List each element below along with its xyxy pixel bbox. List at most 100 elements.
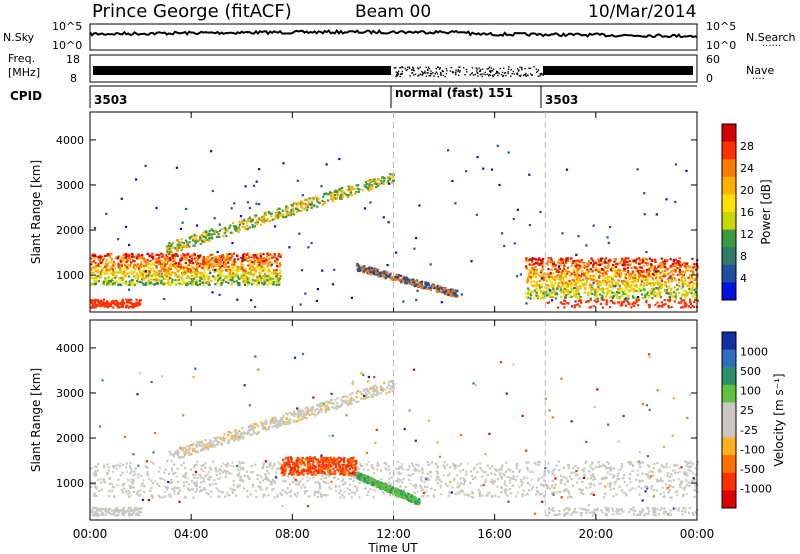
power-cell: [206, 261, 209, 264]
freq-dot: [521, 67, 523, 69]
power-cell: [131, 272, 134, 275]
velocity-cell: [129, 462, 132, 465]
power-cell: [94, 261, 97, 264]
power-cell: [223, 276, 227, 280]
velocity-cell: [576, 467, 579, 470]
power-cell: [106, 304, 109, 307]
velocity-cell: [430, 471, 433, 474]
freq-dot: [418, 74, 420, 76]
power-cell: [316, 200, 319, 203]
power-cell: [245, 272, 248, 275]
power-cell: [97, 280, 100, 283]
power-cell: [653, 269, 656, 272]
power-cell: [119, 264, 122, 267]
power-cell: [593, 262, 596, 265]
power-cell: [278, 214, 281, 217]
velocity-cell: [482, 471, 485, 474]
power-cell: [680, 276, 683, 280]
velocity-cell: [493, 480, 497, 483]
freq-dot: [395, 67, 397, 69]
velocity-cell: [609, 469, 612, 472]
power-cell: [542, 279, 545, 282]
velocity-cell: [293, 493, 296, 496]
power-cell: [453, 292, 457, 295]
power-cell: [246, 252, 249, 255]
power-cell: [229, 224, 232, 227]
power-cell: [333, 194, 336, 197]
power-cell: [192, 244, 195, 247]
power-cell: [178, 282, 182, 285]
power-cell: [249, 259, 253, 262]
power-cell: [269, 277, 272, 280]
power-cell: [454, 202, 457, 205]
power-cell: [150, 274, 153, 278]
power-cell: [551, 265, 554, 268]
freq-dot: [405, 69, 407, 71]
power-cell: [370, 178, 373, 182]
power-cell: [124, 262, 127, 265]
power-cell: [377, 275, 380, 278]
power-cell: [233, 258, 236, 261]
nsearch-tick-top: 10^5: [706, 20, 736, 33]
power-cell: [90, 266, 93, 270]
power-cell: [193, 277, 196, 280]
power-cell: [525, 265, 528, 268]
power-cell: [307, 200, 310, 204]
power-cell: [239, 215, 243, 218]
power-cell: [399, 278, 402, 281]
power-cell: [370, 269, 373, 272]
power-cell: [583, 290, 586, 293]
power-cell: [582, 278, 585, 281]
velocity-cell: [102, 479, 105, 482]
power-cell: [271, 254, 274, 257]
power-cell: [351, 186, 354, 189]
power-cell: [174, 279, 177, 282]
power-cell: [679, 273, 682, 276]
power-cell: [261, 260, 264, 263]
velocity-cell: [198, 473, 201, 477]
freq-dot: [533, 66, 535, 68]
power-cell: [650, 275, 653, 278]
velocity-cell: [471, 492, 474, 495]
power-cell: [132, 306, 135, 309]
velocity-cell: [489, 480, 492, 484]
power-cell: [341, 192, 344, 195]
power-cell: [120, 264, 124, 267]
power-cell: [183, 272, 186, 276]
power-cell: [617, 272, 620, 275]
power-cell: [119, 266, 122, 269]
power-cell: [182, 242, 185, 245]
power-cell: [106, 253, 109, 256]
velocity-cell: [681, 487, 684, 490]
freq-dot: [441, 70, 444, 72]
velocity-cell: [230, 472, 233, 475]
power-cell: [343, 192, 346, 195]
velocity-cell: [597, 461, 600, 464]
velocity-cell: [538, 493, 541, 496]
velocity-cell: [589, 486, 592, 489]
power-cell: [192, 280, 195, 283]
power-colorbar-frame: [721, 123, 737, 301]
power-cell: [104, 272, 107, 275]
power-cell: [361, 270, 364, 273]
freq-dot: [423, 72, 426, 74]
power-cell: [555, 287, 558, 290]
velocity-cell: [146, 470, 149, 474]
velocity-cell: [343, 482, 346, 485]
power-cell: [633, 304, 636, 307]
power-cell: [251, 265, 254, 269]
power-cell: [181, 221, 184, 224]
power-cell: [679, 265, 682, 268]
velocity-cell: [125, 466, 128, 469]
velocity-cell: [257, 485, 260, 488]
power-cell: [269, 260, 272, 263]
power-cell: [374, 180, 377, 183]
power-cell: [206, 256, 209, 259]
power-cell: [168, 241, 171, 245]
freq-dot: [491, 74, 494, 77]
power-cell: [643, 264, 646, 268]
power-cell: [167, 263, 170, 266]
power-cell: [202, 235, 205, 238]
power-cell: [201, 281, 204, 284]
power-cell: [496, 144, 499, 147]
